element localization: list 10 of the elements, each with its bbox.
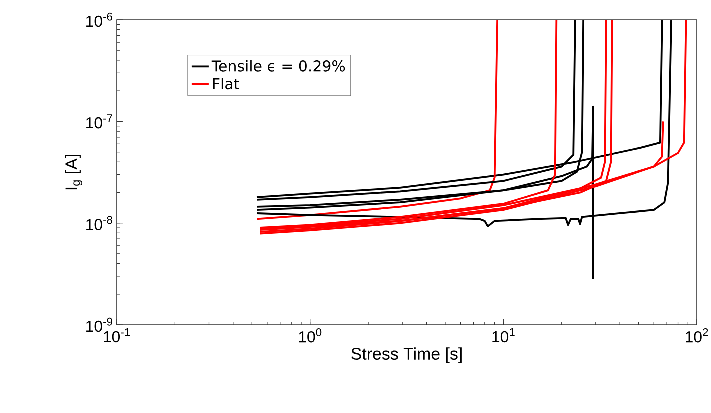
y-tick-label: 10$^{-7}$ [86, 114, 112, 129]
x-tick-label: 10$^{0}$ [299, 328, 322, 343]
y-tick-label: 10$^{-6}$ [86, 12, 112, 28]
legend-label: Tensile ϵ = 0.29% [212, 60, 346, 72]
x-tick-label: 10$^{2}$ [686, 328, 708, 343]
x-tick-label: 10$^{1}$ [492, 328, 515, 343]
x-axis-title: Stress Time [s] [352, 348, 462, 364]
legend-label: Flat [213, 78, 240, 90]
y-axis-title: I$_{g}$ [A] [65, 155, 82, 190]
y-tick-label: 10$^{-8}$ [86, 216, 112, 230]
